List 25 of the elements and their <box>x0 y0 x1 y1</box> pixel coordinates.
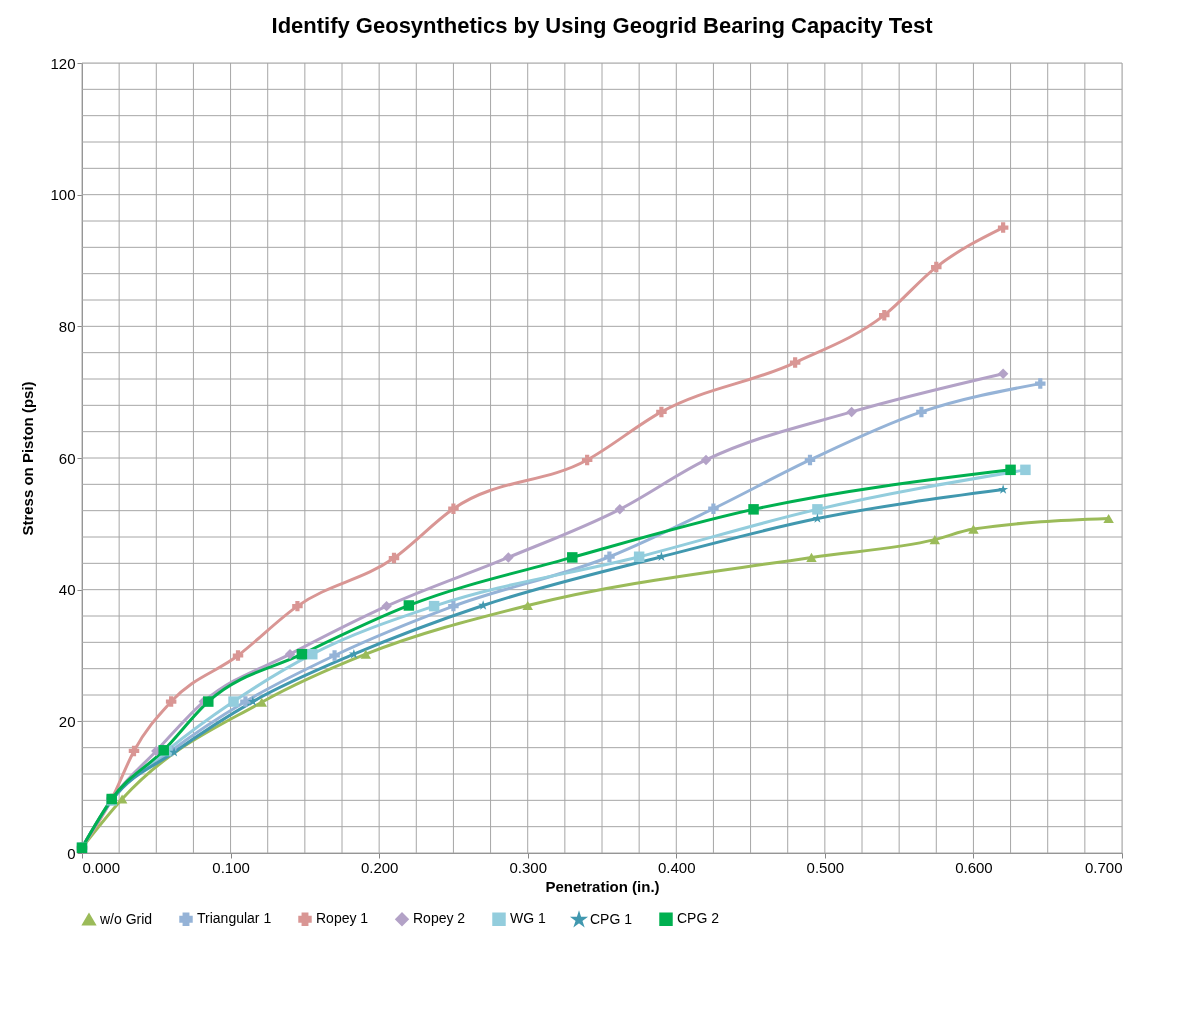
y-tick-label: 0 <box>67 844 76 862</box>
y-tick-label: 120 <box>50 54 76 72</box>
chart-title: Identify Geosynthetics by Using Geogrid Bearing Capacity Test <box>271 13 934 38</box>
legend-label: CPG 1 <box>590 910 633 927</box>
legend-label: WG 1 <box>510 910 546 927</box>
x-axis-title: Penetration (in.) <box>545 877 660 895</box>
y-tick-label: 80 <box>58 317 76 335</box>
y-axis-title: Stress on Piston (psi) <box>19 381 37 536</box>
legend-label: Ropey 2 <box>413 910 466 927</box>
x-tick-label: 0.700 <box>1084 858 1123 876</box>
legend-label: Ropey 1 <box>316 910 369 927</box>
legend-label: Triangular 1 <box>197 910 272 927</box>
x-tick-label: 0.600 <box>955 858 993 876</box>
x-tick-label: 0.000 <box>82 858 121 876</box>
y-tick-label: 40 <box>58 581 76 599</box>
x-tick-label: 0.200 <box>360 858 399 876</box>
x-tick-label: 0.300 <box>509 858 547 876</box>
y-tick-label: 60 <box>58 449 76 467</box>
x-tick-label: 0.500 <box>806 858 845 876</box>
legend-label: CPG 2 <box>677 910 720 927</box>
x-tick-label: 0.100 <box>212 858 250 876</box>
x-tick-label: 0.400 <box>658 858 696 876</box>
y-tick-label: 20 <box>58 712 76 730</box>
y-tick-label: 100 <box>50 186 76 204</box>
legend-label: w/o Grid <box>99 910 153 927</box>
